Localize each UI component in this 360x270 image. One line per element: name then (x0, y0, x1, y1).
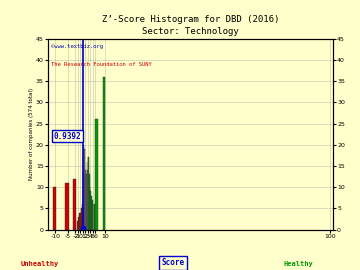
Bar (78, 217, 79, 229)
Bar (81, 208, 82, 230)
Bar (89, 174, 90, 230)
Bar (90, 191, 91, 230)
Bar (85, 170, 86, 230)
Bar (80, 213, 81, 230)
Bar (77, 221, 78, 230)
Text: Score: Score (161, 258, 184, 267)
Bar (66, 183, 69, 230)
Bar (87, 170, 88, 230)
Y-axis label: Number of companies (574 total): Number of companies (574 total) (30, 88, 35, 180)
Bar (94, 204, 95, 230)
Bar (95, 119, 98, 230)
Bar (84, 149, 85, 230)
Text: ©www.textbiz.org: ©www.textbiz.org (51, 44, 103, 49)
Bar (82, 204, 83, 230)
Title: Z’-Score Histogram for DBD (2016)
Sector: Technology: Z’-Score Histogram for DBD (2016) Sector… (102, 15, 279, 36)
Bar (79, 213, 80, 230)
Bar (88, 157, 89, 230)
Text: Healthy: Healthy (284, 261, 314, 267)
Text: The Research Foundation of SUNY: The Research Foundation of SUNY (51, 62, 152, 67)
Bar (83, 157, 84, 230)
Text: Unhealthy: Unhealthy (21, 261, 59, 267)
Bar (53, 187, 57, 230)
Text: 0.9392: 0.9392 (53, 132, 81, 141)
Bar (73, 179, 76, 230)
Bar (103, 77, 105, 229)
Bar (92, 200, 93, 230)
Bar (93, 204, 94, 230)
